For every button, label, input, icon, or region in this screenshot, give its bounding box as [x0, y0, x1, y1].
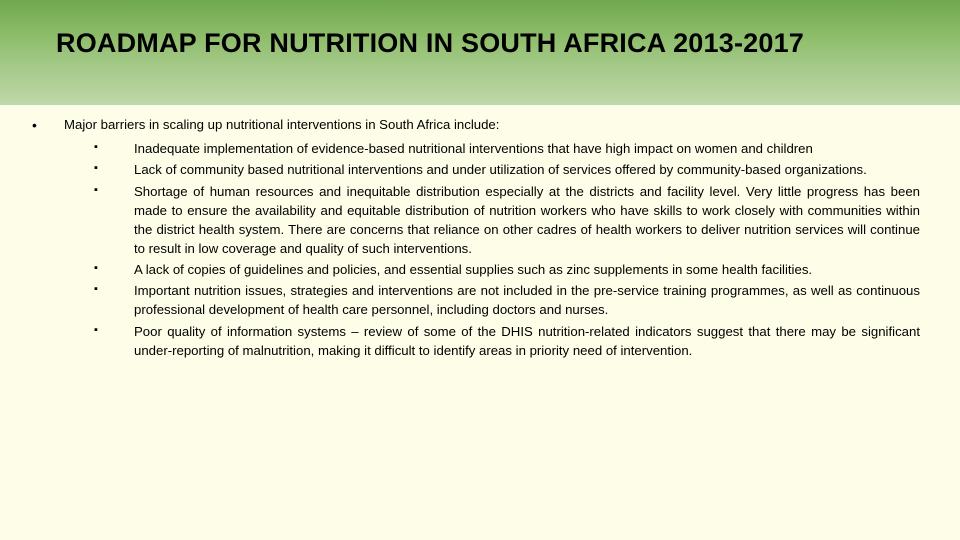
- lead-bullet-item: • Major barriers in scaling up nutrition…: [30, 115, 930, 135]
- lead-text: Major barriers in scaling up nutritional…: [64, 115, 930, 135]
- list-item: ▪ Inadequate implementation of evidence-…: [94, 139, 930, 158]
- list-item: ▪ Important nutrition issues, strategies…: [94, 281, 930, 319]
- slide-title: ROADMAP FOR NUTRITION IN SOUTH AFRICA 20…: [56, 28, 960, 59]
- barrier-text: A lack of copies of guidelines and polic…: [134, 260, 930, 279]
- bullet-level1-icon: •: [30, 115, 64, 135]
- list-item: ▪ Lack of community based nutritional in…: [94, 160, 930, 179]
- barrier-text: Lack of community based nutritional inte…: [134, 160, 930, 179]
- bullet-level2-icon: ▪: [94, 281, 134, 319]
- bullet-level2-icon: ▪: [94, 322, 134, 360]
- list-item: ▪ Poor quality of information systems – …: [94, 322, 930, 360]
- bullet-level2-icon: ▪: [94, 139, 134, 158]
- slide-content: • Major barriers in scaling up nutrition…: [0, 105, 960, 360]
- barrier-list: ▪ Inadequate implementation of evidence-…: [30, 139, 930, 360]
- list-item: ▪ A lack of copies of guidelines and pol…: [94, 260, 930, 279]
- barrier-text: Poor quality of information systems – re…: [134, 322, 930, 360]
- barrier-text: Important nutrition issues, strategies a…: [134, 281, 930, 319]
- list-item: ▪ Shortage of human resources and inequi…: [94, 182, 930, 259]
- bullet-level2-icon: ▪: [94, 160, 134, 179]
- bullet-level2-icon: ▪: [94, 260, 134, 279]
- barrier-text: Inadequate implementation of evidence-ba…: [134, 139, 930, 158]
- slide-header: ROADMAP FOR NUTRITION IN SOUTH AFRICA 20…: [0, 0, 960, 105]
- barrier-text: Shortage of human resources and inequita…: [134, 182, 930, 259]
- bullet-level2-icon: ▪: [94, 182, 134, 259]
